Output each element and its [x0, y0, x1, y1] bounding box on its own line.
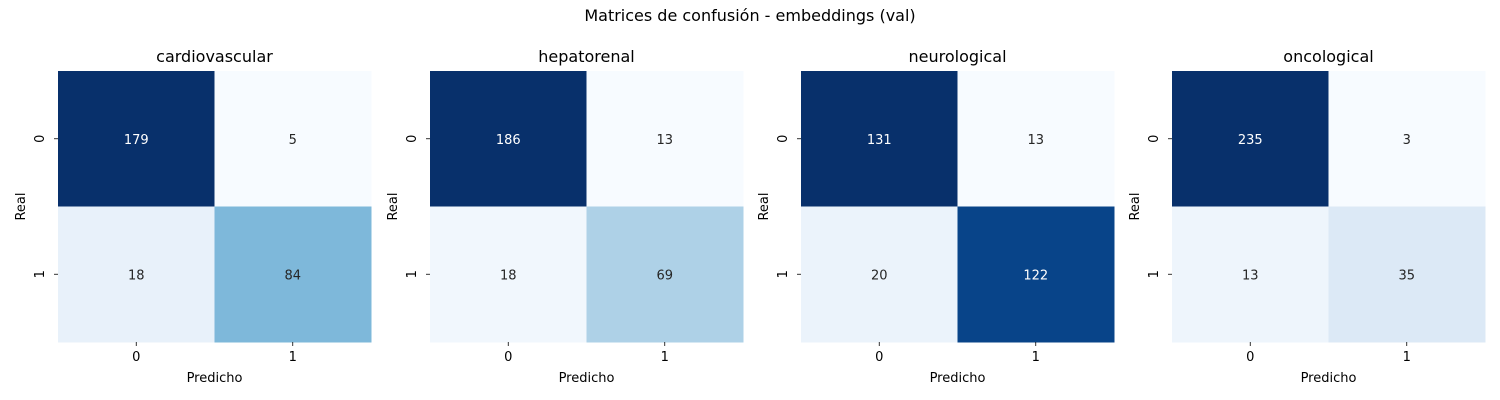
heatmap-panel-oncological: 235 3 13 35 oncological 0 1 0 1 Predicho Real	[1128, 47, 1486, 386]
heatmap-panel-hepatorenal: 186 13 18 69 hepatorenal 0 1 0 1 Predicho Real	[386, 47, 744, 386]
x-tick-label: 0	[132, 350, 140, 365]
x-tick-label: 0	[504, 350, 512, 365]
heatmap-cell	[1172, 71, 1329, 207]
x-tick-label: 1	[1032, 350, 1040, 365]
heatmap-cell	[1328, 71, 1486, 207]
cell-value-label: 131	[867, 133, 892, 148]
cell-value-label: 18	[500, 268, 517, 283]
heatmap-cell	[801, 206, 958, 343]
subplot-title: neurological	[908, 47, 1006, 66]
heatmap-cell	[957, 206, 1115, 343]
x-axis-label: Predicho	[559, 371, 615, 386]
heatmap-cell	[1172, 206, 1329, 343]
cell-value-label: 20	[871, 268, 888, 283]
cell-value-label: 13	[1027, 133, 1044, 148]
heatmap-cell	[214, 206, 372, 343]
x-tick-label: 1	[1403, 350, 1411, 365]
heatmap-panel-neurological: 131 13 20 122 neurological 0 1 0 1 Predicho Real	[757, 47, 1115, 386]
x-axis-label: Predicho	[930, 371, 986, 386]
y-axis-label: Real	[1128, 192, 1143, 220]
cell-value-label: 235	[1238, 133, 1263, 148]
y-axis-label: Real	[14, 192, 29, 220]
figure-title: Matrices de confusión - embeddings (val)	[584, 6, 916, 25]
x-tick-label: 1	[661, 350, 669, 365]
x-tick-label: 1	[289, 350, 297, 365]
heatmap-cell	[586, 71, 744, 207]
x-tick-label: 0	[1246, 350, 1254, 365]
cell-value-label: 5	[289, 133, 297, 148]
heatmap-cell	[58, 206, 215, 343]
heatmap-cell	[1328, 206, 1486, 343]
y-axis-label: Real	[386, 192, 401, 220]
y-tick-label: 0	[776, 135, 791, 143]
heatmap-cell	[586, 206, 744, 343]
y-tick-label: 1	[776, 270, 791, 278]
cell-value-label: 13	[1242, 268, 1259, 283]
cell-value-label: 35	[1398, 268, 1415, 283]
cell-value-label: 69	[656, 268, 673, 283]
heatmap-cell	[58, 71, 215, 207]
x-tick-label: 0	[875, 350, 883, 365]
cell-value-label: 122	[1023, 268, 1048, 283]
y-tick-label: 1	[405, 270, 420, 278]
cell-value-label: 179	[124, 133, 149, 148]
heatmap-cell	[430, 206, 587, 343]
cell-value-label: 186	[496, 133, 521, 148]
subplot-title: oncological	[1283, 47, 1373, 66]
subplot-title: hepatorenal	[538, 47, 634, 66]
x-axis-label: Predicho	[187, 371, 243, 386]
heatmap-panel-cardiovascular: 179 5 18 84 cardiovascular 0 1 0 1 Predicho Real	[14, 47, 372, 386]
subplot-title: cardiovascular	[156, 47, 273, 66]
x-axis-label: Predicho	[1301, 371, 1357, 386]
y-tick-label: 0	[1147, 135, 1162, 143]
y-tick-label: 1	[33, 270, 48, 278]
heatmap-cell	[957, 71, 1115, 207]
cell-value-label: 18	[128, 268, 145, 283]
cell-value-label: 13	[656, 133, 673, 148]
heatmap-cell	[801, 71, 958, 207]
cell-value-label: 3	[1403, 133, 1411, 148]
y-axis-label: Real	[757, 192, 772, 220]
y-tick-label: 0	[405, 135, 420, 143]
heatmap-cell	[430, 71, 587, 207]
y-tick-label: 0	[33, 135, 48, 143]
heatmap-cell	[214, 71, 372, 207]
cell-value-label: 84	[284, 268, 301, 283]
y-tick-label: 1	[1147, 270, 1162, 278]
